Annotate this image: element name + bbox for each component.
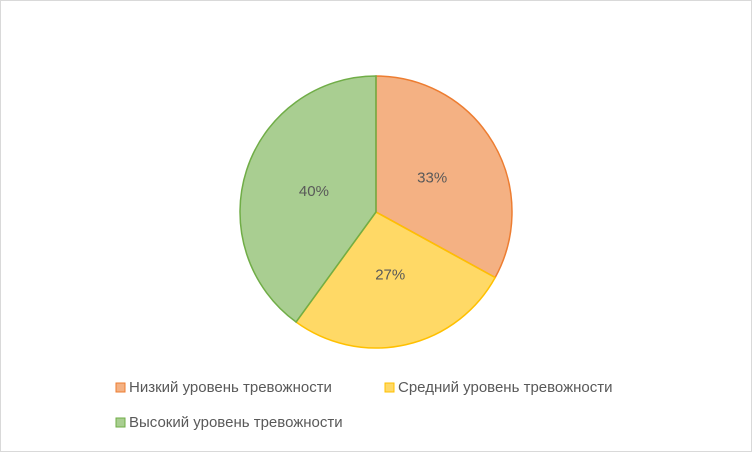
legend-label: Средний уровень тревожности [398,379,613,396]
data-label: 40% [299,183,329,200]
legend-label: Высокий уровень тревожности [129,414,343,431]
legend-swatch [115,417,126,428]
legend-swatch [115,382,126,393]
pie-slice [295,211,497,349]
pie-slice [239,75,377,324]
legend-swatch [384,382,395,393]
pie-slice [375,75,513,279]
legend-label: Низкий уровень тревожности [129,379,332,396]
data-label: 33% [417,170,447,187]
data-label: 27% [375,267,405,284]
